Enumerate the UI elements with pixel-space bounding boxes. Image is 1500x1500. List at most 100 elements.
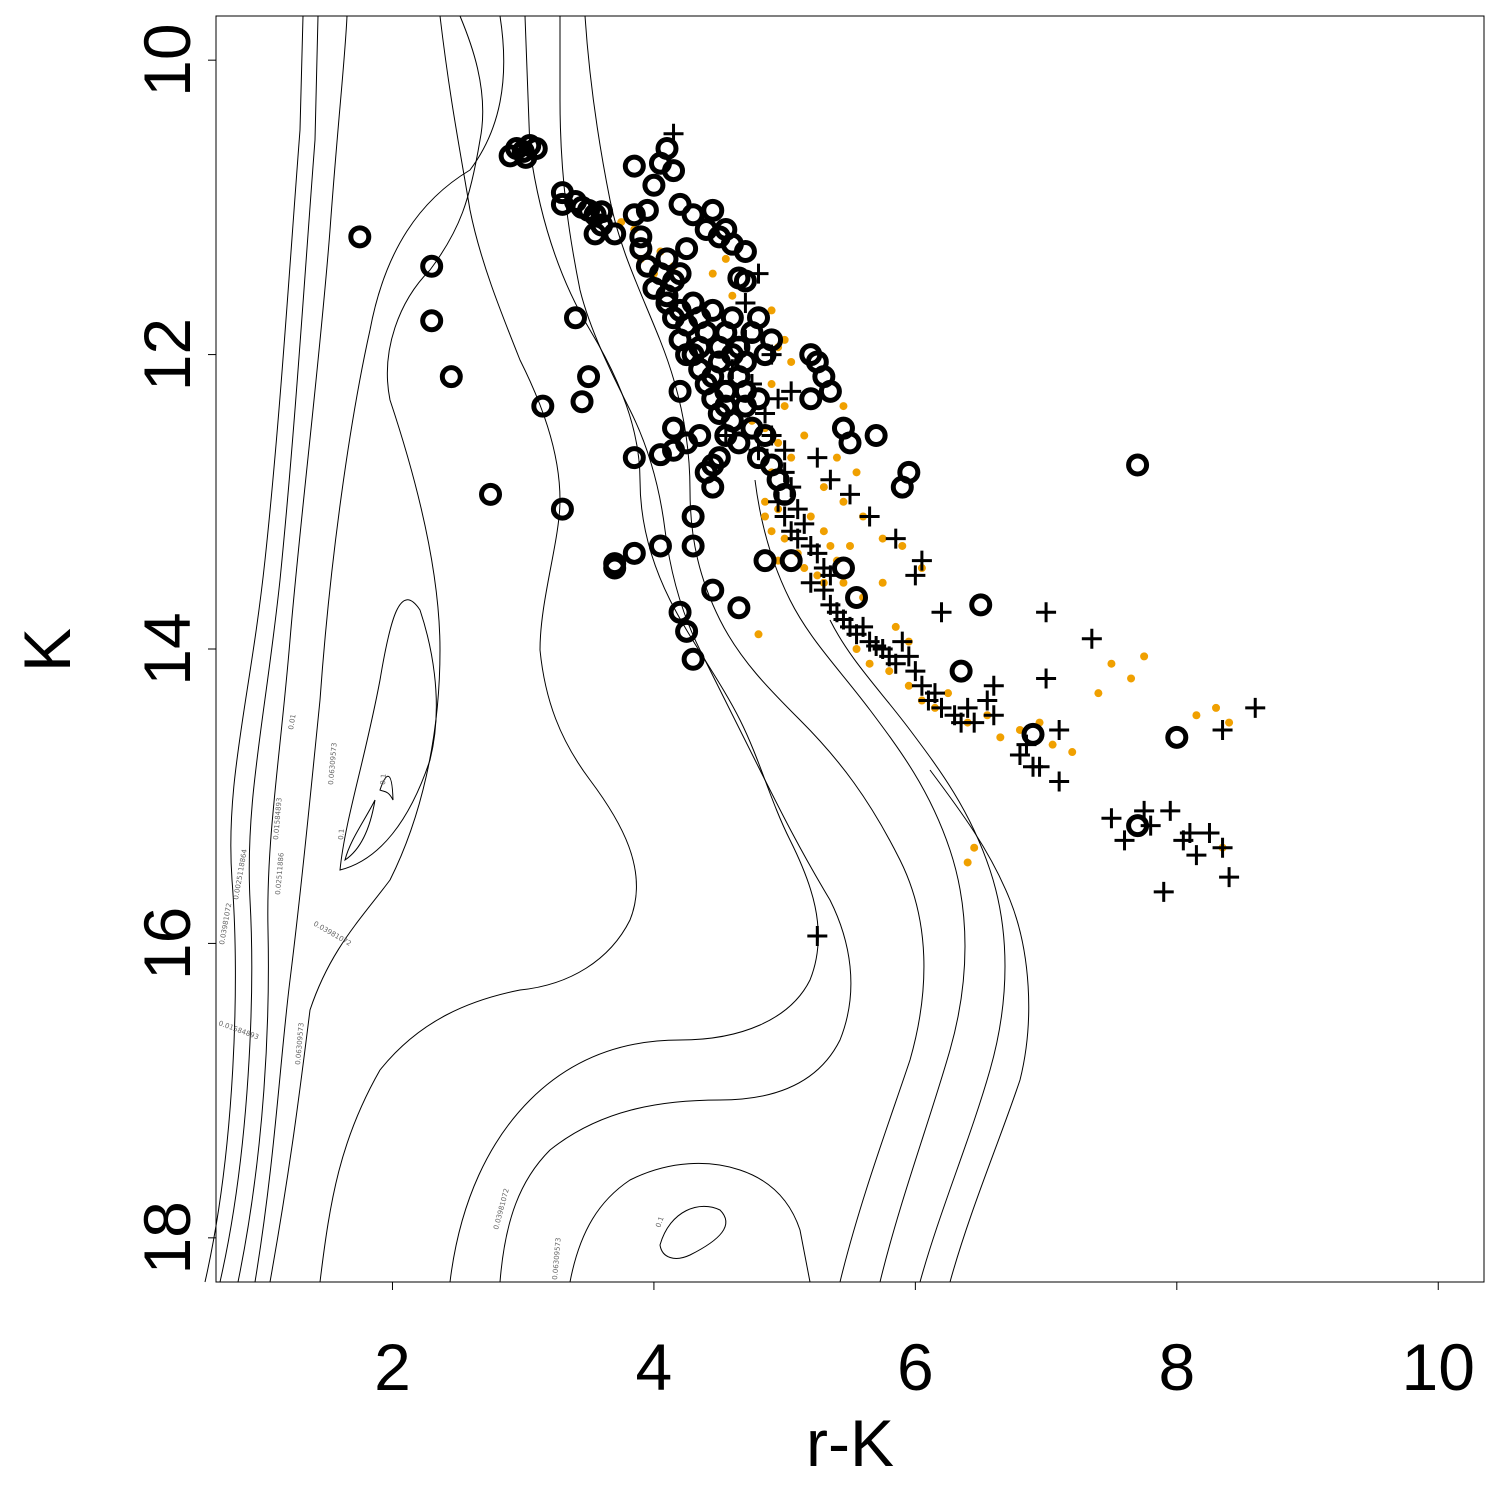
data-point-dot <box>774 438 783 447</box>
contour-label: 0.1 <box>654 1215 665 1228</box>
data-point-plus <box>1114 830 1135 851</box>
data-point-plus <box>885 528 906 549</box>
data-point-dot <box>1068 748 1077 757</box>
data-point-plus <box>898 646 919 667</box>
data-point-plus <box>957 697 978 718</box>
contour-line <box>319 15 637 1283</box>
data-point-plus <box>1153 881 1174 902</box>
data-point-dot <box>865 659 874 668</box>
data-point-circle <box>733 269 757 293</box>
data-point-circle <box>890 475 914 499</box>
data-point-plus <box>807 926 828 947</box>
data-point-circle <box>701 298 725 322</box>
data-point-circle <box>845 585 869 609</box>
data-point-circle <box>1126 453 1150 477</box>
data-point-dot <box>767 306 776 315</box>
data-point-plus <box>911 550 932 571</box>
data-point-circle <box>707 446 731 470</box>
data-point-circle <box>746 306 770 330</box>
data-point-plus <box>1186 845 1207 866</box>
data-point-dot <box>832 453 841 462</box>
data-point-dot <box>728 291 737 300</box>
contour-label: 0.01584893 <box>272 797 284 840</box>
data-point-plus <box>885 653 906 674</box>
data-point-dot <box>761 512 770 521</box>
data-point-circle <box>733 240 757 264</box>
data-point-circle <box>831 556 855 580</box>
data-point-plus <box>820 469 841 490</box>
data-point-dot <box>819 527 828 536</box>
data-point-circle <box>590 200 614 224</box>
data-point-plus <box>964 712 985 733</box>
y-tick-label: 16 <box>130 907 204 980</box>
data-point-circle <box>655 247 679 271</box>
data-point-plus <box>892 631 913 652</box>
data-point-circle <box>681 534 705 558</box>
data-point-circle <box>648 443 672 467</box>
data-point-circle <box>969 593 993 617</box>
data-point-circle <box>439 365 463 389</box>
data-point-circle <box>668 379 692 403</box>
data-point-plus <box>813 580 834 601</box>
contour-line <box>569 1163 811 1283</box>
data-point-circle <box>622 541 646 565</box>
x-axis-title: r-K <box>806 1406 894 1480</box>
data-point-dot <box>800 564 809 573</box>
data-point-circle <box>629 225 653 249</box>
data-point-plus <box>1219 867 1240 888</box>
contour-label: 0.1 <box>337 828 346 840</box>
data-point-dot <box>852 468 861 477</box>
data-point-circle <box>570 390 594 414</box>
data-point-dot <box>970 843 979 852</box>
data-point-plus <box>735 293 756 314</box>
data-point-circle <box>701 578 725 602</box>
data-point-plus <box>794 513 815 534</box>
data-point-dot <box>878 578 887 587</box>
y-tick-label: 14 <box>130 612 204 685</box>
data-point-circle <box>818 379 842 403</box>
data-point-plus <box>807 543 828 564</box>
data-point-circle <box>701 198 725 222</box>
data-point-circle <box>720 306 744 330</box>
data-point-circle <box>727 431 751 455</box>
data-point-circle <box>642 173 666 197</box>
data-point-dot <box>813 571 822 580</box>
contour-line <box>204 15 304 1283</box>
data-point-plus <box>1101 808 1122 829</box>
data-point-plus <box>768 388 789 409</box>
data-point-circle <box>622 154 646 178</box>
data-point-plus <box>787 499 808 520</box>
data-point-plus <box>1049 719 1070 740</box>
data-point-circle <box>603 556 627 580</box>
x-tick-label: 4 <box>636 1330 673 1404</box>
data-point-plus <box>1212 837 1233 858</box>
y-tick-label: 10 <box>130 23 204 96</box>
data-point-circle <box>838 431 862 455</box>
data-point-dot <box>1107 659 1116 668</box>
x-tick-label: 2 <box>374 1330 411 1404</box>
contour-line <box>929 769 1030 1283</box>
data-point-circle <box>1165 725 1189 749</box>
data-point-circle <box>746 387 770 411</box>
data-point-plus <box>1009 744 1030 765</box>
data-point-plus <box>859 506 880 527</box>
data-point-dot <box>767 380 776 389</box>
data-point-plus <box>983 675 1004 696</box>
data-point-circle <box>531 394 555 418</box>
density-contours <box>204 15 1030 1283</box>
data-point-dot <box>1192 711 1201 720</box>
data-point-circle <box>864 424 888 448</box>
contour-label: 0.06309573 <box>551 1237 563 1280</box>
contour-line <box>449 15 819 1283</box>
contour-line <box>659 1205 727 1259</box>
data-point-plus <box>1140 815 1161 836</box>
data-point-dot <box>1225 718 1234 727</box>
data-point-circle <box>648 534 672 558</box>
data-point-plus <box>781 381 802 402</box>
data-point-dot <box>891 622 900 631</box>
data-point-dot <box>878 534 887 543</box>
data-point-circle <box>753 424 777 448</box>
data-point-circle <box>675 237 699 261</box>
contour-line <box>499 16 852 1283</box>
